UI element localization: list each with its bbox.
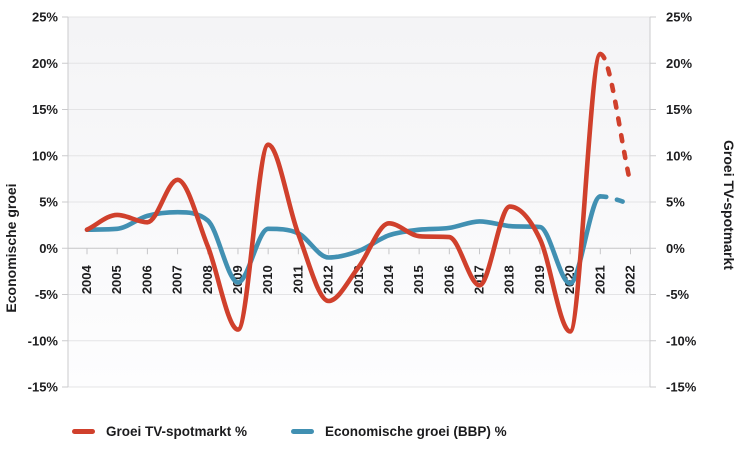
x-axis-year-label: 2008: [200, 265, 215, 294]
left-axis: 25% 20% 15% 10% 5% 0% -5% -10% -15%: [28, 10, 69, 395]
chart-canvas: 25% 20% 15% 10% 5% 0% -5% -10% -15% 25% 20% 15% 10% 5…: [3, 10, 737, 395]
legend-item-economische-groei[interactable]: Economische groei (BBP) %: [291, 424, 507, 439]
legend-marker-tv-spotmarkt: [72, 429, 95, 434]
x-axis-year-label: 2012: [321, 265, 336, 294]
left-axis-tick-label: -10%: [28, 333, 59, 348]
right-axis-tick-label: 10%: [666, 148, 692, 163]
x-axis-year-label: 2019: [532, 265, 547, 294]
x-axis-year-label: 2004: [79, 264, 94, 294]
x-axis-year-label: 2021: [592, 265, 607, 294]
legend-marker-economische-groei: [291, 429, 315, 434]
right-axis-tick-label: 0%: [666, 241, 685, 256]
legend-item-tv-spotmarkt[interactable]: Groei TV-spotmarkt %: [72, 424, 247, 439]
x-axis-year-label: 2017: [472, 265, 487, 294]
y-gridlines: [68, 16, 650, 388]
chart-legend: Groei TV-spotmarkt % Economische groei (…: [72, 424, 507, 439]
right-axis-tick-label: 15%: [666, 102, 692, 117]
series-line-economische-groei-bbp: [84, 194, 603, 286]
x-axis-year-label: 2020: [562, 265, 577, 294]
legend-label-tv-spotmarkt: Groei TV-spotmarkt %: [106, 424, 248, 439]
left-axis-tick-label: 5%: [39, 195, 58, 210]
left-axis-tick-label: -5%: [35, 287, 59, 302]
x-axis-year-label: 2018: [502, 265, 517, 294]
x-axis: 2004 2005 2006 2007 2008 2009 2010 2011 2012 2013…: [68, 247, 650, 294]
right-axis-tick-label: 5%: [666, 195, 685, 210]
right-axis-title: Groei TV-spotmarkt: [721, 140, 737, 270]
x-axis-year-label: 2014: [381, 264, 396, 294]
left-axis-tick-label: 10%: [32, 148, 58, 163]
x-axis-year-label: 2016: [441, 265, 456, 294]
right-axis-tick-label: 25%: [666, 10, 692, 25]
x-axis-year-label: 2006: [139, 265, 154, 294]
series-line-dashed-economische-groei-bbp: [598, 194, 633, 207]
right-axis-tick-label: 20%: [666, 56, 692, 71]
x-axis-year-label: 2009: [230, 265, 245, 294]
right-axis-tick-label: -15%: [666, 380, 697, 395]
left-axis-tick-label: 15%: [32, 102, 58, 117]
x-axis-year-label: 2015: [411, 265, 426, 294]
left-axis-tick-label: 0%: [39, 241, 58, 256]
x-axis-year-label: 2011: [290, 265, 305, 293]
left-axis-tick-label: -15%: [28, 380, 59, 395]
right-axis-tick-label: -5%: [666, 287, 690, 302]
series-line-dashed-groei-tv-spotmarkt: [598, 51, 633, 186]
legend-label-economische-groei: Economische groei (BBP) %: [325, 424, 507, 439]
x-axis-year-label: 2005: [109, 265, 124, 294]
x-axis-year-label: 2007: [170, 265, 185, 294]
left-axis-tick-label: 20%: [32, 56, 58, 71]
series-group: [84, 51, 633, 334]
left-axis-title: Economische groei: [3, 183, 19, 312]
right-axis: 25% 20% 15% 10% 5% 0% -5% -10% -15%: [649, 10, 697, 395]
series-line-groei-tv-spotmarkt: [84, 51, 603, 334]
x-axis-year-label: 2022: [623, 265, 638, 294]
x-axis-year-label: 2010: [260, 265, 275, 294]
left-axis-tick-label: 25%: [32, 10, 58, 25]
right-axis-tick-label: -10%: [666, 333, 697, 348]
